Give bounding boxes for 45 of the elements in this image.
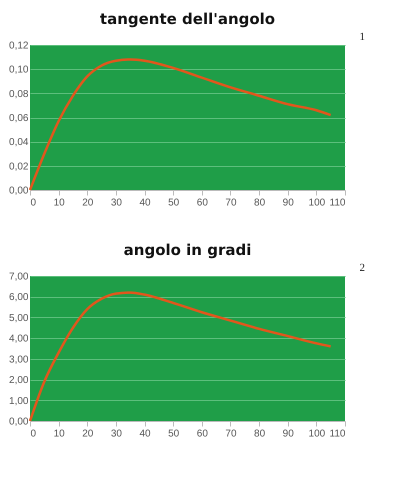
x-tick-label: 70 [225,198,237,208]
x-tick-label: 0 [30,428,36,440]
y-tick-label: 0,08 [9,88,29,100]
x-tick-label: 100 [308,428,326,440]
y-tick-label: 0,04 [9,137,29,148]
x-tick-label: 90 [282,428,294,440]
x-tick-label: 110 [330,428,346,440]
x-tick-label: 60 [196,198,208,208]
y-tick-label: 7,00 [9,272,29,282]
x-tick-label: 50 [168,198,180,208]
line-series [28,291,332,422]
x-tick-label: 20 [82,428,94,440]
text: 1 [360,31,365,43]
x-tick-label: 10 [54,198,66,208]
y-tick-label: 2,00 [9,375,29,386]
x-tick-label: 40 [139,198,152,208]
y-tick-label: 6,00 [9,292,29,304]
x-tick-label: 50 [168,428,180,440]
x-tick-label: 60 [196,428,208,440]
x-tick-label: 40 [139,428,152,440]
y-tick-label: 4,00 [9,334,29,345]
text: 2 [360,262,365,274]
x-tick-label: 80 [254,198,266,208]
y-tick-label: 3,00 [9,354,29,366]
y-tick-label: 0,12 [9,40,29,52]
y-tick-label: 5,00 [9,312,29,324]
x-tick-label: 20 [82,198,94,208]
y-tick-label: 0,02 [9,161,29,172]
x-tick-label: 110 [330,198,346,208]
x-tick-label: 90 [282,198,294,208]
x-tick-label: 30 [110,198,122,208]
x-tick-label: 10 [54,428,66,440]
x-tick-label: 30 [110,428,122,440]
y-tick-label: 1,00 [9,396,29,407]
y-tick-label: 0,00 [9,416,29,428]
x-tick-label: 70 [225,428,237,440]
x-tick-label: 80 [254,428,266,440]
x-tick-label: 100 [308,198,326,208]
chart-title: tangente dell'angolo [100,10,276,28]
y-tick-label: 0,00 [9,186,29,196]
y-tick-label: 0,06 [9,113,29,124]
y-tick-label: 0,10 [9,64,29,76]
line-series [28,58,332,192]
chart-title: angolo in gradi [124,241,252,259]
x-tick-label: 0 [30,198,36,208]
